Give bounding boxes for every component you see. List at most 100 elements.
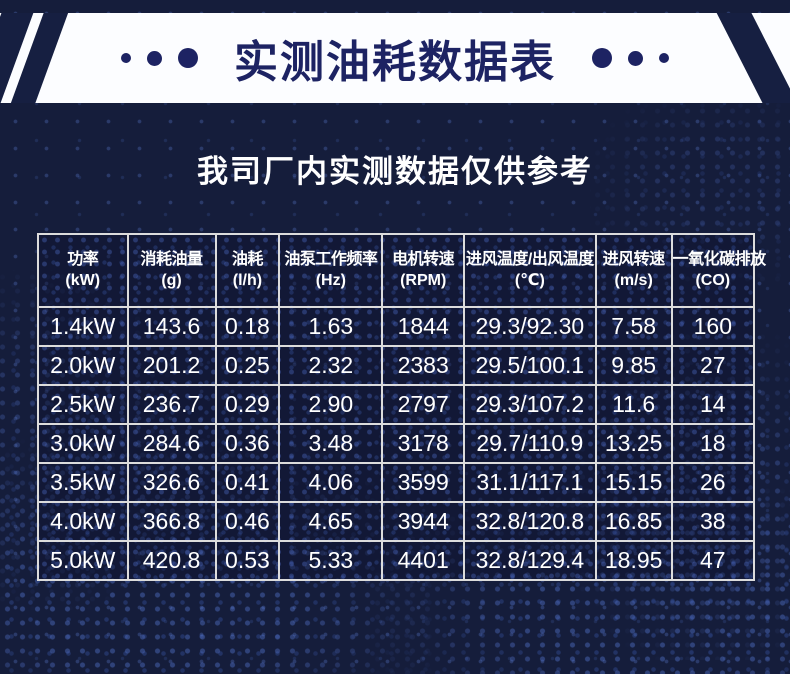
table-cell: 7.58 — [594, 306, 673, 347]
dot-icon — [628, 50, 643, 66]
table-cell: 5.0kW — [37, 540, 129, 581]
column-label: 油耗 — [231, 250, 264, 268]
table-cell: 2.5kW — [37, 384, 129, 425]
table-row: 1.4kW 143.6 0.18 1.63 1844 29.3/92.30 7.58 160 — [37, 306, 756, 347]
column-label: 油泵工作频率 — [284, 250, 378, 268]
table-cell: 236.7 — [126, 384, 217, 425]
column-header: 油耗 (l/h) — [214, 233, 281, 308]
table-row: 3.5kW 326.6 0.41 4.06 3599 31.1/117.1 15.15 26 — [37, 462, 756, 503]
table-cell: 3944 — [381, 501, 465, 542]
table-cell: 4401 — [381, 540, 465, 581]
table-cell: 32.8/120.8 — [462, 501, 597, 542]
table-cell: 47 — [670, 540, 756, 581]
table-cell: 3.48 — [278, 423, 384, 464]
table-cell: 26 — [670, 462, 756, 503]
column-header: 油泵工作频率 (Hz) — [278, 233, 384, 308]
column-header: 一氧化碳排放 (CO) — [670, 233, 767, 308]
table-cell: 2797 — [381, 384, 465, 425]
table-cell: 366.8 — [126, 501, 217, 542]
table-cell: 2383 — [381, 345, 465, 386]
table-cell: 284.6 — [126, 423, 217, 464]
ornament-dots-right — [592, 48, 669, 68]
table-cell: 0.29 — [214, 384, 281, 425]
column-unit: (m/s) — [614, 271, 653, 289]
column-unit: (Hz) — [315, 271, 346, 289]
column-header: 进风转速 (m/s) — [594, 233, 673, 308]
banner-content: 实测油耗数据表 — [0, 13, 790, 103]
table-cell: 14 — [670, 384, 756, 425]
table-cell: 0.53 — [214, 540, 281, 581]
column-unit: (RPM) — [400, 271, 447, 289]
dot-icon — [592, 48, 612, 68]
column-header: 消耗油量 (g) — [126, 233, 217, 308]
fuel-consumption-table: 功率 (kW) 消耗油量 (g) 油耗 (l/h) 油泵工作频率 (Hz) 电机转速 (RPM) 进… — [37, 233, 767, 581]
table-cell: 29.3/92.30 — [462, 306, 597, 347]
table-cell: 2.90 — [278, 384, 384, 425]
table-cell: 18.95 — [594, 540, 673, 581]
table-row: 2.0kW 201.2 0.25 2.32 2383 29.5/100.1 9.85 27 — [37, 345, 756, 386]
title-banner: 实测油耗数据表 — [0, 13, 790, 103]
table-row: 2.5kW 236.7 0.29 2.90 2797 29.3/107.2 11.6 14 — [37, 384, 756, 425]
table-cell: 0.18 — [214, 306, 281, 347]
table-cell: 0.36 — [214, 423, 281, 464]
table-cell: 9.85 — [594, 345, 673, 386]
column-label: 电机转速 — [392, 250, 455, 268]
table-cell: 3599 — [381, 462, 465, 503]
table-cell: 11.6 — [594, 384, 673, 425]
column-label: 消耗油量 — [140, 250, 204, 268]
table-header: 功率 (kW) 消耗油量 (g) 油耗 (l/h) 油泵工作频率 (Hz) 电机转速 (RPM) 进… — [37, 233, 767, 308]
column-label: 一氧化碳排放 — [672, 250, 767, 268]
table-row: 3.0kW 284.6 0.36 3.48 3178 29.7/110.9 13.25 18 — [37, 423, 756, 464]
table-row: 4.0kW 366.8 0.46 4.65 3944 32.8/120.8 16.85 38 — [37, 501, 756, 542]
table-cell: 2.32 — [278, 345, 384, 386]
table-cell: 4.0kW — [37, 501, 129, 542]
table-cell: 1.4kW — [37, 306, 129, 347]
table-cell: 38 — [670, 501, 756, 542]
table-row: 5.0kW 420.8 0.53 5.33 4401 32.8/129.4 18.95 47 — [37, 540, 756, 581]
table-cell: 32.8/129.4 — [462, 540, 597, 581]
table-cell: 13.25 — [594, 423, 673, 464]
table-cell: 15.15 — [594, 462, 673, 503]
table-cell: 0.41 — [214, 462, 281, 503]
table-cell: 16.85 — [594, 501, 673, 542]
dot-icon — [659, 53, 669, 63]
table-cell: 3178 — [381, 423, 465, 464]
table-cell: 5.33 — [278, 540, 384, 581]
table-cell: 29.3/107.2 — [462, 384, 597, 425]
table-cell: 326.6 — [126, 462, 217, 503]
table-body: 1.4kW 143.6 0.18 1.63 1844 29.3/92.30 7.58 160 2… — [37, 306, 756, 581]
dot-icon — [178, 48, 198, 68]
table-cell: 29.5/100.1 — [462, 345, 597, 386]
table-cell: 0.25 — [214, 345, 281, 386]
table-header-row: 功率 (kW) 消耗油量 (g) 油耗 (l/h) 油泵工作频率 (Hz) 电机转速 (RPM) 进… — [37, 233, 767, 308]
table-cell: 201.2 — [126, 345, 217, 386]
table-cell: 1.63 — [278, 306, 384, 347]
column-header: 电机转速 (RPM) — [381, 233, 465, 308]
subtitle: 我司厂内实测数据仅供参考 — [197, 154, 593, 189]
table-cell: 2.0kW — [37, 345, 129, 386]
table-cell: 4.65 — [278, 501, 384, 542]
column-label: 进风温度/出风温度 — [465, 250, 594, 268]
table-cell: 4.06 — [278, 462, 384, 503]
table-cell: 31.1/117.1 — [462, 462, 597, 503]
dot-icon — [147, 50, 162, 66]
column-label: 进风转速 — [602, 250, 666, 268]
table-cell: 1844 — [381, 306, 465, 347]
table-cell: 160 — [670, 306, 756, 347]
table-cell: 18 — [670, 423, 756, 464]
table-cell: 0.46 — [214, 501, 281, 542]
column-unit: (℃) — [514, 271, 545, 289]
column-header: 功率 (kW) — [37, 233, 129, 308]
ornament-dots-left — [121, 48, 198, 68]
table-cell: 29.7/110.9 — [462, 423, 597, 464]
page-title: 实测油耗数据表 — [234, 38, 556, 87]
column-header: 进风温度/出风温度 (℃) — [462, 233, 597, 308]
column-label: 功率 — [67, 250, 99, 268]
dot-icon — [121, 53, 131, 63]
table-cell: 420.8 — [126, 540, 217, 581]
table-cell: 3.5kW — [37, 462, 129, 503]
column-unit: (g) — [161, 271, 182, 289]
table-cell: 143.6 — [126, 306, 217, 347]
column-unit: (l/h) — [232, 271, 263, 289]
